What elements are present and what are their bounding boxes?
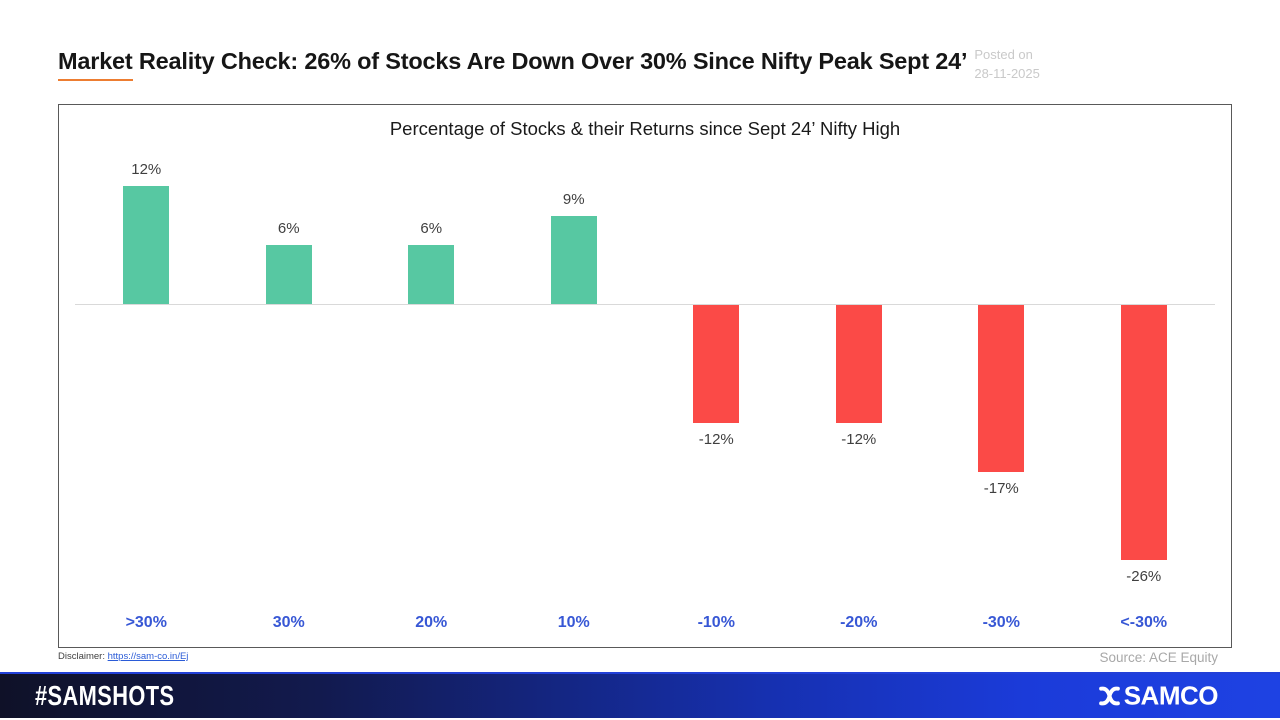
bar-value-label: -26% [1126,567,1162,585]
chart-title: Percentage of Stocks & their Returns sin… [389,118,901,139]
bar-value-label: 12% [131,161,162,179]
samco-brand: SAMCO [1096,680,1219,712]
page-title-underlined-word: Market [58,48,133,81]
bar-column: -12% -10% [645,105,788,647]
bar-column: 6% 30% [218,105,361,647]
positive-bar [550,215,597,304]
posted-on-date: 28-11-2025 [974,65,1040,81]
disclaimer-label: Disclaimer: [58,651,105,662]
bar-column: -17% -30% [930,105,1073,647]
x-axis-label: 10% [557,614,590,631]
chart-card: Percentage of Stocks & their Returns sin… [58,104,1232,648]
posted-on-label: Posted on [974,47,1033,62]
source-credit: Source: ACE Equity [1099,650,1218,665]
bar-column: 12% >30% [75,105,218,647]
disclaimer: Disclaimer: https://sam-co.in/Ej [58,651,188,662]
x-axis-label: -30% [982,614,1020,631]
x-axis-label: 30% [272,614,305,631]
bar-column: -12% -20% [788,105,931,647]
samshots-hashtag: #SAMSHOTS [35,680,175,711]
bar-column: 9% 10% [503,105,646,647]
positive-bar [408,245,455,304]
x-axis-label: >30% [125,614,167,631]
positive-bar [265,245,312,304]
x-axis-label: 20% [415,614,448,631]
bar-value-label: 6% [420,220,443,238]
samco-logo-text: SAMCO [1123,680,1219,711]
posted-on-block: Posted on 28-11-2025 [974,46,1040,84]
bar-column: -26% <-30% [1073,105,1216,647]
disclaimer-link[interactable]: https://sam-co.in/Ej [107,651,189,662]
bar-value-label: 6% [277,220,300,238]
page-title: Market Reality Check: 26% of Stocks Are … [58,48,968,81]
negative-bar [693,305,740,423]
bar-column: 6% 20% [360,105,503,647]
samco-logo-icon [1098,686,1120,706]
x-axis-label: -20% [840,614,878,631]
bar-value-label: 9% [562,190,585,208]
negative-bar [835,305,882,423]
negative-bar [1120,305,1167,560]
page-title-rest: Reality Check: 26% of Stocks Are Down Ov… [132,48,968,74]
bar-chart-plot: 12% >30% 6% 30% 6% 20% 9% 10% -12% -10% -12% -20% -1… [75,105,1215,647]
positive-bar [123,186,170,304]
negative-bar [978,305,1025,472]
header: Market Reality Check: 26% of Stocks Are … [58,46,1250,84]
bar-value-label: -12% [698,430,734,448]
zero-axis-line [75,304,1215,305]
x-axis-label: <-30% [1120,614,1168,631]
bar-value-label: -17% [983,479,1019,497]
footer-bar: #SAMSHOTS SAMCO [0,672,1280,718]
x-axis-label: -10% [697,614,735,631]
bar-value-label: -12% [841,430,877,448]
